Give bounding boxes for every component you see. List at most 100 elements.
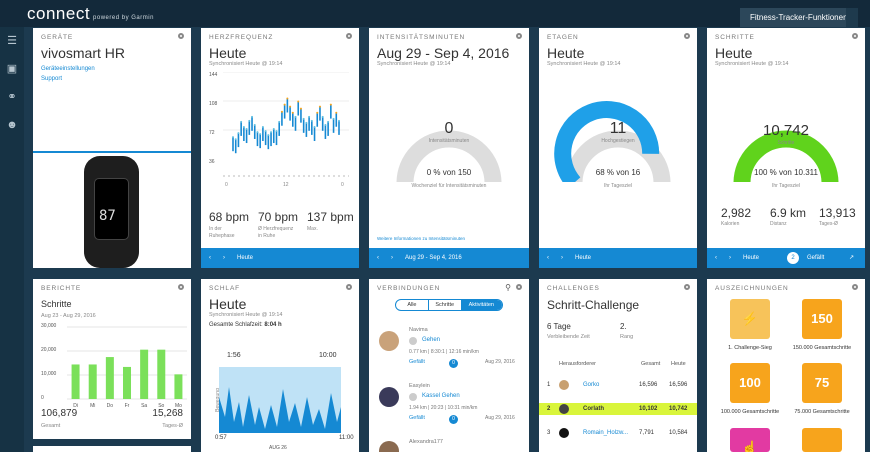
bar[interactable] [71, 364, 80, 399]
goal-caption: Wochenziel für Intensitätsminuten [411, 183, 487, 189]
row-rank: 1 [547, 382, 551, 388]
tab-steps[interactable]: Schritte [427, 300, 461, 310]
stat-value: 13,913 [819, 206, 856, 220]
bar[interactable] [123, 366, 131, 399]
award-badge[interactable]: 75 [802, 363, 842, 403]
comment-count[interactable]: 0 [449, 415, 458, 424]
like-button[interactable]: Gefällt [807, 255, 825, 261]
award-label: 100.000 Gesamtschritte [720, 409, 780, 415]
rank-value: 2. [620, 322, 627, 331]
features-dropdown[interactable]: Fitness-Tracker-Funktionen [740, 8, 858, 27]
xtick: 0 [341, 182, 344, 188]
stat-value: 68 bpm [209, 210, 250, 224]
prev-arrow-icon[interactable]: ‹ [209, 255, 211, 261]
award-badge[interactable]: 150 [802, 299, 842, 339]
award-badge[interactable]: 100 [730, 363, 770, 403]
hr-point [291, 111, 294, 114]
table-row[interactable]: 1 Gorko 16,596 16,596 [539, 379, 697, 391]
next-arrow-icon[interactable]: › [561, 255, 563, 261]
activity-link[interactable]: Gehen [422, 337, 441, 343]
gear-icon[interactable] [516, 284, 522, 290]
prev-arrow-icon[interactable]: ‹ [715, 255, 717, 261]
card-heading: Heute [547, 45, 585, 61]
hr-point [316, 111, 319, 114]
card-title: SCHLAF [209, 285, 241, 292]
inbox-icon[interactable]: ▣ [6, 63, 18, 75]
support-link[interactable]: Support [41, 76, 63, 82]
gauge-unit: Intensitätsminuten [428, 138, 470, 144]
devices-card: GERÄTE vivosmart HR Geräteeinstellungen … [33, 28, 191, 268]
list-item[interactable]: Alexandra177 [369, 433, 529, 452]
table-row[interactable]: 3 Romain_Holzw... 7,791 10,584 [539, 427, 697, 439]
gear-icon[interactable] [346, 284, 352, 290]
list-item[interactable]: Navima Gehen 0.77 km | 8:30:1 | 12:16 mi… [369, 321, 529, 371]
bar[interactable] [174, 374, 183, 399]
device-settings-link[interactable]: Geräteeinstellungen [41, 66, 95, 72]
like-button[interactable]: Gefällt [409, 415, 425, 421]
award-badge[interactable]: ⚡ [730, 299, 770, 339]
gear-icon[interactable] [516, 33, 522, 39]
bar[interactable] [88, 364, 97, 399]
gear-icon[interactable] [684, 33, 690, 39]
bar[interactable] [105, 357, 114, 399]
sleep-xend: 11:00 [339, 435, 354, 441]
stat-label: In der Ruhephase [209, 226, 235, 240]
comment-count[interactable]: 0 [449, 359, 458, 368]
row-name[interactable]: Romain_Holzw... [583, 430, 629, 436]
gear-icon[interactable] [178, 284, 184, 290]
gauge-value: 0 [444, 120, 454, 137]
thumbs-up-award-icon[interactable]: ☝ [730, 428, 770, 452]
hr-point [234, 138, 237, 141]
hr-point [308, 115, 311, 118]
share-icon[interactable]: ↗ [849, 255, 855, 261]
like-button[interactable]: Gefällt [409, 359, 425, 365]
more-info-link[interactable]: Weitere Informationen zu Intensitätsminu… [377, 236, 465, 241]
gear-icon[interactable] [346, 33, 352, 39]
menu-icon[interactable]: ☰ [7, 35, 17, 47]
gear-icon[interactable] [852, 33, 858, 39]
garmin-connect-logo[interactable]: connect powered by Garmin [27, 4, 154, 24]
next-arrow-icon[interactable]: › [729, 255, 731, 261]
tab-all[interactable]: Alle [407, 302, 417, 308]
footer-date: Heute [743, 255, 760, 261]
row-name[interactable]: Gorko [583, 382, 600, 388]
hr-point [286, 97, 289, 100]
gear-icon[interactable] [852, 284, 858, 290]
gear-icon[interactable] [178, 33, 184, 39]
next-arrow-icon[interactable]: › [391, 255, 393, 261]
hr-point [294, 115, 297, 118]
next-arrow-icon[interactable]: › [223, 255, 225, 261]
card-heading: Heute [209, 45, 247, 61]
bar[interactable] [157, 349, 166, 399]
sleep-card: SCHLAF Heute Synchronisiert Heute @ 19:1… [201, 279, 359, 452]
bar-yaxis: 30,000 20,000 10,000 0 [41, 321, 71, 401]
table-row-highlighted[interactable]: 2 Corlath 10,102 10,742 [539, 403, 697, 415]
avatar [379, 387, 399, 407]
tab-activities[interactable]: Aktivitäten [460, 300, 502, 310]
profile-icon[interactable]: ☻ [6, 119, 18, 131]
row-name[interactable]: Corlath [583, 406, 604, 412]
activity-stats: 1.94 km | 20:23 | 10:31 min/km [409, 405, 478, 411]
sleep-date: AUG 26 [269, 445, 287, 451]
gear-icon[interactable] [684, 284, 690, 290]
hr-point [280, 110, 283, 113]
header-challenger: Herausforderer [559, 361, 596, 367]
prev-arrow-icon[interactable]: ‹ [377, 255, 379, 261]
gauge-value: 11 [609, 120, 627, 137]
list-item[interactable]: Easylein Kassel Gehen 1.94 km | 20:23 | … [369, 377, 529, 427]
features-label: Fitness-Tracker-Funktionen [750, 13, 848, 22]
bar[interactable] [140, 349, 149, 399]
connections-card: VERBINDUNGEN ⚲ Alle Schritte Aktivitäten… [369, 279, 529, 452]
connections-icon[interactable]: ⚭ [7, 91, 17, 103]
table-header: Herausforderer Gesamt Heute [539, 358, 697, 370]
gauge-unit: Schritte [777, 140, 795, 146]
activity-link[interactable]: Kassel Gehen [422, 393, 460, 399]
hr-point [264, 130, 267, 133]
award-badge[interactable] [802, 428, 842, 452]
row-total: 10,102 [639, 406, 658, 412]
connection-name: Easylein [409, 383, 430, 389]
search-icon[interactable]: ⚲ [505, 283, 511, 292]
prev-arrow-icon[interactable]: ‹ [547, 255, 549, 261]
sleep-chart [219, 367, 341, 433]
card-title: ETAGEN [547, 34, 579, 41]
